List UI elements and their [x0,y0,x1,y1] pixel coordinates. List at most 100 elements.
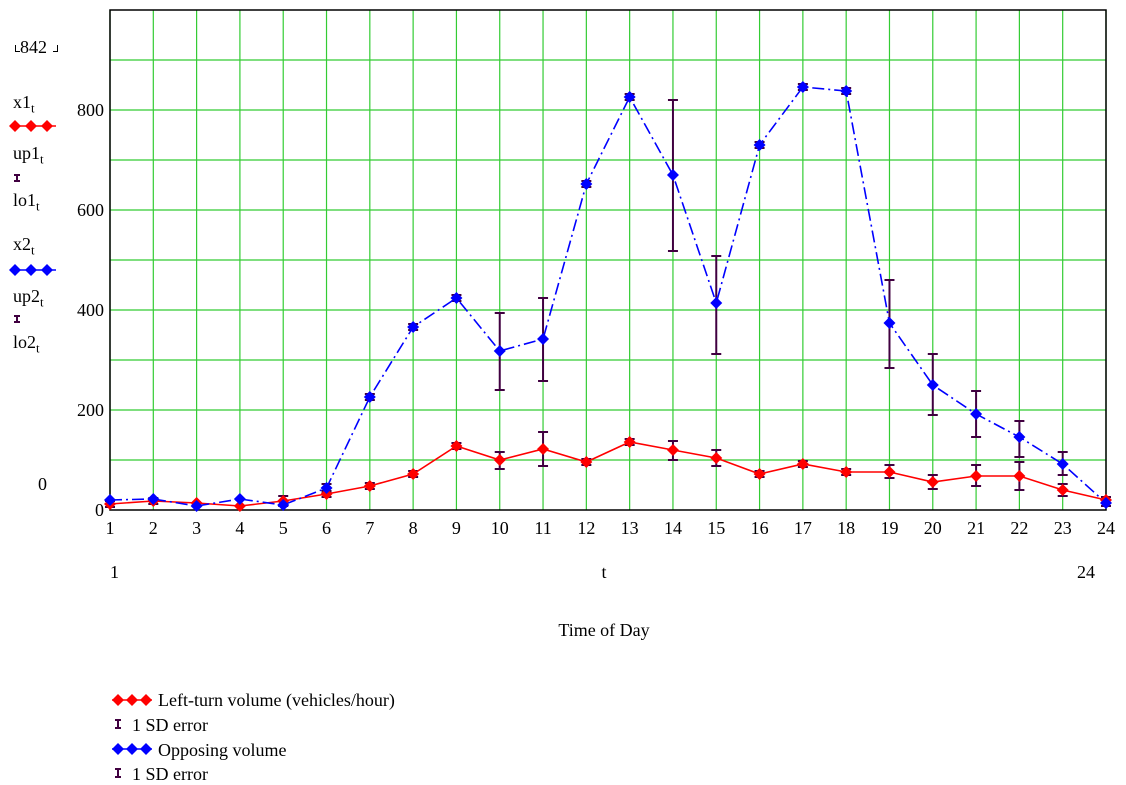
x-tick-label: 16 [751,518,769,538]
series-markers [104,81,1112,512]
data-point [363,480,376,492]
data-point [883,317,896,329]
y-tick-label: 600 [77,200,104,220]
x-tick-label: 6 [322,518,331,538]
data-point [493,454,506,466]
x-tick-label: 12 [577,518,595,538]
data-point [840,466,853,478]
y-range-top-bracket [53,45,58,52]
x-tick-labels: 1 2 3 4 5 6 7 8 9 10 11 12 13 14 15 16 17 18 19 20 21 22 23 24 [106,518,1116,538]
trace-marker [9,120,21,132]
data-point [840,85,853,97]
data-point [580,456,593,468]
x-tick-label: 2 [149,518,158,538]
legend-marker [126,743,138,755]
trace-label-up1: up1t [13,143,44,167]
data-point [666,169,679,181]
legend-marker [112,694,124,706]
data-point [970,470,983,482]
legend-marker [126,694,138,706]
data-point [233,493,246,505]
data-point [233,500,246,512]
data-point [623,91,636,103]
x-tick-label: 23 [1054,518,1072,538]
data-point [407,321,420,333]
trace-label-lo2: lo2t [13,332,40,356]
data-point [450,440,463,452]
data-point [710,297,723,309]
x-tick-label: 11 [534,518,551,538]
x-tick-label: 17 [794,518,812,538]
data-point [407,468,420,480]
legend-marker [140,743,152,755]
series-line [109,441,1107,507]
data-point [537,443,550,455]
legend-label-sd-error-2: 1 SD error [132,764,208,784]
y-range-bottom: 0 [38,474,47,494]
legend-marker [112,743,124,755]
error-bars [105,83,1111,508]
data-point [710,452,723,464]
data-point [753,139,766,151]
trace-marker [41,264,53,276]
data-point [580,178,593,190]
trace-label-up2: up2t [13,286,44,310]
y-range-top-bracket [15,45,20,52]
data-point [970,408,983,420]
x-tick-label: 21 [967,518,985,538]
legend-label-opposing: Opposing volume [158,740,287,760]
trace-marker [41,120,53,132]
data-point [926,476,939,488]
data-point [1013,431,1026,443]
legend-symbols [112,694,152,778]
y-range-top: 842 [20,37,47,57]
x-tick-label: 15 [707,518,725,538]
legend-label-sd-error-1: 1 SD error [132,715,208,735]
x-tick-label: 9 [452,518,461,538]
x-var-label: t [601,562,606,582]
data-point [104,494,116,506]
x-tick-label: 13 [621,518,639,538]
data-point [190,500,203,512]
x-tick-label: 14 [664,518,682,538]
data-point [277,499,290,511]
x-tick-label: 1 [106,518,115,538]
data-point [363,391,376,403]
legend-marker [140,694,152,706]
data-point [493,345,506,357]
y-tick-labels: 0 200 400 600 800 [77,100,104,520]
data-point [753,468,766,480]
trace-marker [25,120,37,132]
trace-marker [9,264,21,276]
data-point [147,493,160,505]
y-tick-label: 400 [77,300,104,320]
x-range-end: 24 [1077,562,1095,582]
x-tick-label: 24 [1097,518,1115,538]
data-point [320,482,333,494]
y-tick-label: 800 [77,100,104,120]
series-line [109,86,1107,507]
data-point [1056,458,1069,470]
y-tick-label: 0 [95,500,104,520]
legend-label-left-turn: Left-turn volume (vehicles/hour) [158,690,395,710]
x-tick-label: 18 [837,518,855,538]
data-point [796,81,809,93]
y-tick-label: 200 [77,400,104,420]
series-lines [109,86,1107,507]
x-tick-label: 4 [235,518,244,538]
grid [109,10,1107,510]
plot-frame [109,9,1107,511]
trace-label-x1: x1t [13,92,35,116]
x-tick-label: 5 [279,518,288,538]
trace-label-lo1: lo1t [13,190,40,214]
x-tick-label: 19 [880,518,898,538]
data-point [883,466,896,478]
x-tick-label: 10 [491,518,509,538]
data-point [926,379,939,391]
trace-label-x2: x2t [13,234,35,258]
data-point [1100,497,1112,509]
data-point [450,292,463,304]
data-point [1056,484,1069,496]
x-tick-label: 22 [1010,518,1028,538]
